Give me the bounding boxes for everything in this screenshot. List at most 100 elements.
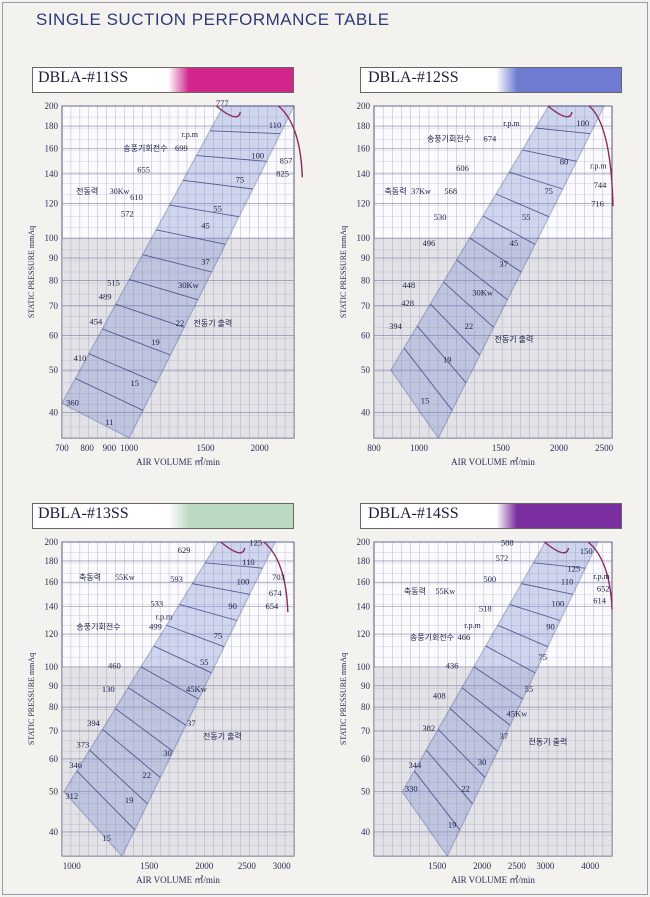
rpm-curve (263, 541, 289, 613)
power-curve (449, 708, 498, 752)
x-tick-label: 2000 (473, 861, 492, 871)
y-tick-label: 200 (357, 537, 371, 547)
y-tick-label: 180 (45, 121, 59, 131)
x-tick-label: 2500 (508, 861, 527, 871)
rpm-label: 394 (87, 718, 101, 728)
rpm-label: 428 (401, 298, 414, 308)
power-curve (443, 281, 494, 328)
y-tick-label: 180 (357, 556, 371, 566)
y-tick-label: 90 (49, 681, 59, 691)
power-label: 19 (443, 355, 452, 365)
rpm-label: 568 (444, 186, 457, 196)
power-label: 22 (142, 770, 151, 780)
rpm-label: 382 (422, 723, 435, 733)
power-curve (179, 604, 237, 621)
power-label: 75 (544, 186, 553, 196)
x-axis-label: AIR VOLUME ㎥/min (136, 875, 220, 885)
rpm-label: 454 (90, 317, 104, 327)
rpm-label: 588 (501, 538, 514, 548)
power-curve (169, 204, 240, 218)
y-tick-label: 40 (361, 827, 371, 837)
rpm-label: 346 (69, 760, 82, 770)
power-label: 80 (560, 157, 569, 167)
rpm-label: 777 (216, 98, 229, 108)
power-label: 45Kw (186, 684, 208, 694)
power-label: 30 (478, 757, 487, 767)
rpm-curve (587, 541, 613, 610)
power-label: 100 (551, 598, 564, 608)
power-curve (88, 353, 157, 384)
rpm-label: 408 (433, 690, 446, 700)
power-label: 90 (228, 601, 237, 611)
model-label: DBLA-#11SS (38, 69, 129, 86)
power-label: 19 (151, 337, 160, 347)
y-tick-label: 90 (361, 253, 371, 263)
y-tick-label: 50 (361, 787, 371, 797)
power-curve (156, 229, 226, 245)
y-tick-label: 140 (45, 601, 59, 611)
power-label: 22 (176, 318, 185, 328)
x-tick-label: 1000 (63, 861, 82, 871)
rpm-curve (220, 541, 246, 554)
power-label: 45Kw (507, 708, 529, 718)
performance-chart: 1000 1500 2000 2500 3000 40 50 60 70 80 90 100 120 14… (27, 537, 295, 885)
rpm-label: 857 (280, 155, 293, 165)
page-title: SINGLE SUCTION PERFORMANCE TABLE (36, 10, 390, 29)
x-axis-label: AIR VOLUME ㎥/min (451, 875, 535, 885)
annotation: 축동력 (404, 586, 426, 596)
power-curve (485, 645, 536, 674)
chart-panel-14ss: DBLA-#14SS 1500 2000 2500 3000 4000 40 50 60 70 8… (334, 498, 630, 890)
chart-panel-11ss: DBLA-#11SS 700 800 900 1000 1500 2000 40 50 60 70… (22, 62, 312, 472)
chart-panel-12ss: DBLA-#12SS 800 1000 1500 2000 2500 40 50 60 70 80… (334, 62, 630, 472)
rpm-label: 744 (594, 180, 608, 190)
y-tick-label: 70 (49, 301, 59, 311)
y-tick-label: 200 (45, 101, 59, 111)
power-label: 22 (461, 784, 470, 794)
power-label: 55 (525, 684, 534, 694)
power-label: 55 (213, 203, 222, 213)
y-tick-label: 50 (361, 365, 371, 375)
annotation: 축동력 (79, 572, 101, 582)
rpm-curve (547, 105, 573, 118)
y-tick-label: 180 (45, 556, 59, 566)
rpm-label: 410 (74, 353, 87, 363)
performance-chart: 800 1000 1500 2000 2500 40 50 60 70 80 90 100 120 140… (339, 101, 614, 467)
power-curve (76, 770, 136, 831)
power-curve (142, 254, 212, 273)
annotation: 30Kw (110, 187, 130, 196)
x-tick-label: 1500 (197, 443, 216, 453)
rpm-label: 674 (483, 133, 497, 143)
power-label: 37 (500, 731, 509, 741)
y-axis-label: STATIC PRESSURE mmAq (339, 226, 348, 318)
y-tick-label: 70 (361, 301, 371, 311)
x-tick-label: 1000 (410, 443, 429, 453)
x-tick-label: 2500 (595, 443, 614, 453)
rpm-label: 489 (99, 291, 112, 301)
power-curve (209, 130, 281, 135)
y-tick-label: 120 (45, 629, 59, 639)
x-axis-label: AIR VOLUME ㎥/min (451, 457, 535, 467)
rpm-label: 703 (272, 572, 285, 582)
y-tick-label: 80 (361, 276, 371, 286)
model-bar (32, 503, 294, 529)
power-label: 30Kw (472, 287, 494, 297)
y-tick-label: 120 (357, 198, 371, 208)
power-curve (495, 193, 549, 218)
power-curve (533, 562, 586, 569)
x-tick-label: 1500 (428, 861, 447, 871)
y-tick-label: 140 (357, 601, 371, 611)
power-label: 11 (105, 417, 113, 427)
y-tick-label: 50 (49, 365, 59, 375)
power-curve (183, 179, 253, 190)
x-tick-label: 2500 (238, 861, 257, 871)
rpm-label: 614 (593, 596, 607, 606)
rpm-label: 593 (170, 574, 183, 584)
annotation: 전동기 출력 (529, 736, 568, 746)
x-tick-label: 1500 (492, 443, 511, 453)
y-tick-label: 70 (49, 726, 59, 736)
power-curve (413, 770, 461, 831)
power-curve (416, 325, 467, 383)
operating-zone (401, 541, 599, 858)
power-curve (535, 127, 591, 135)
